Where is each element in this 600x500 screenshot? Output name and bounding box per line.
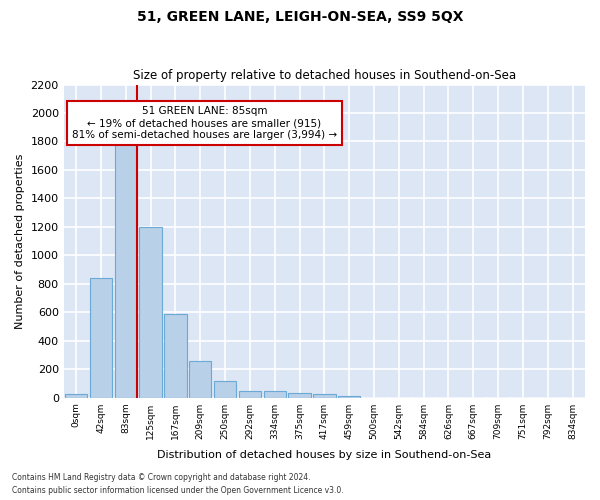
Bar [289, 392, 311, 398]
Bar [313, 394, 335, 398]
Text: Contains HM Land Registry data © Crown copyright and database right 2024.
Contai: Contains HM Land Registry data © Crown c… [12, 474, 344, 495]
Bar [164, 314, 187, 398]
Bar [65, 394, 87, 398]
Text: 51 GREEN LANE: 85sqm
← 19% of detached houses are smaller (915)
81% of semi-deta: 51 GREEN LANE: 85sqm ← 19% of detached h… [72, 106, 337, 140]
Bar [139, 227, 162, 398]
Bar [263, 390, 286, 398]
Text: 51, GREEN LANE, LEIGH-ON-SEA, SS9 5QX: 51, GREEN LANE, LEIGH-ON-SEA, SS9 5QX [137, 10, 463, 24]
Bar [338, 396, 361, 398]
Bar [90, 278, 112, 398]
Bar [239, 390, 261, 398]
Bar [115, 142, 137, 398]
Bar [214, 382, 236, 398]
Bar [189, 360, 211, 398]
Y-axis label: Number of detached properties: Number of detached properties [15, 154, 25, 329]
Title: Size of property relative to detached houses in Southend-on-Sea: Size of property relative to detached ho… [133, 69, 516, 82]
X-axis label: Distribution of detached houses by size in Southend-on-Sea: Distribution of detached houses by size … [157, 450, 491, 460]
